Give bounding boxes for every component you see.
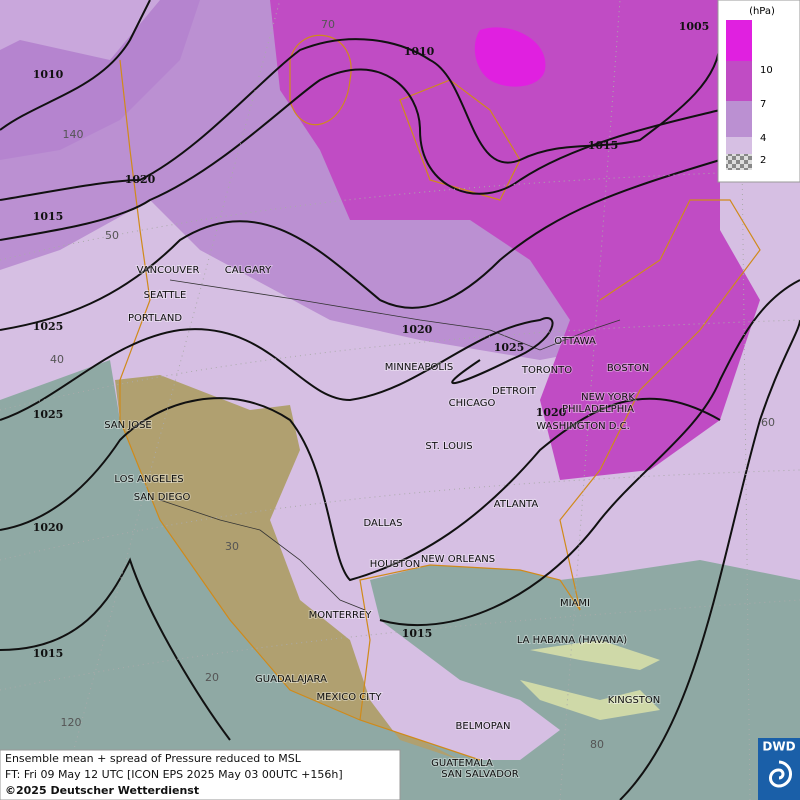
isobar-label: 1015 [402,627,433,640]
city-label: ST. LOUIS [425,441,472,452]
coastline-east [359,199,761,721]
border-us-canada [169,279,621,351]
legend-title: (hPa) [749,6,775,17]
graticule-label: 50 [105,229,119,242]
isobar-label: 1015 [33,647,64,660]
city-label: BELMOPAN [456,721,511,732]
graticule-label: 70 [321,18,335,31]
city-label: GUATEMALA [431,758,493,769]
city-label: SAN JOSE [104,420,152,431]
isobar-label: 1020 [402,323,433,336]
city-label: CHICAGO [449,398,496,409]
spread-high [270,0,760,480]
cuba [530,640,660,670]
footer-box [0,749,401,800]
isobar [0,159,721,331]
isobar-label: 1010 [404,45,435,58]
city-label: MINNEAPOLIS [385,362,453,373]
isobar-label: 1020 [536,406,567,419]
city-label: SEATTLE [144,290,187,301]
border-us-mexico [159,499,366,611]
legend-tick: 7 [760,99,766,110]
city-label: DETROIT [492,386,537,397]
city-label: NEW ORLEANS [421,554,495,565]
graticule-label: 120 [61,716,82,729]
isobar-label: 1005 [679,20,710,33]
legend-swatch [726,61,752,101]
city-label: MONTERREY [309,610,373,621]
caribbean-island [520,680,660,720]
city-label: SAN SALVADOR [441,769,518,780]
city-label: CALGARY [225,265,272,276]
isobar [0,279,800,741]
footer-text: ©2025 Deutscher Wetterdienst [5,784,199,797]
footer-text: Ensemble mean + spread of Pressure reduc… [5,752,302,765]
isobar-label: 1025 [33,320,64,333]
isobar-label: 1010 [33,68,64,81]
legend-tick: 4 [760,133,766,144]
isobar [0,397,721,582]
isobar-label: 1025 [494,341,525,354]
city-label: TORONTO [521,365,572,376]
isobar [0,38,721,201]
legend-swatch [726,101,752,137]
coastline-west [119,59,481,761]
graticule-label: 30 [225,540,239,553]
city-label: MEXICO CITY [317,692,383,703]
isobar-label: 1015 [33,210,64,223]
city-labels: VANCOUVER CALGARY SEATTLE PORTLAND SAN JOSE L… [103,264,661,781]
isobar [0,317,554,421]
city-label: PORTLAND [128,313,182,324]
logo-swirl [769,760,792,788]
spread-low-nw [0,0,160,60]
city-label: LOS ANGELES [114,474,183,485]
graticule-label: 140 [63,128,84,141]
city-label: KINGSTON [608,695,661,706]
graticule-label: 40 [50,353,64,366]
spread-max [474,27,546,87]
city-label: MIAMI [560,598,590,609]
ocean [0,360,800,800]
legend-swatch [726,137,752,154]
legend-swatch [726,154,752,170]
logo-text: DWD [762,740,795,754]
isobar-label: 1020 [33,521,64,534]
city-label: WASHINGTON D.C. [536,421,630,432]
city-label: BOSTON [607,363,649,374]
city-label: LA HABANA (HAVANA) [517,635,627,646]
city-label: OTTAWA [554,336,596,347]
city-label: DALLAS [364,518,403,529]
isobar [0,68,721,241]
city-label: NEW YORK [581,392,635,403]
legend-tick: 10 [760,65,773,76]
graticule-label: 60 [761,416,775,429]
city-label: VANCOUVER [137,265,200,276]
isobar-label: 1015 [588,139,619,152]
legend-swatch [726,20,752,61]
isobar [619,319,800,800]
city-label: PHILADELPHIA [562,404,634,415]
city-label: ATLANTA [494,499,539,510]
isobar-label: 1025 [33,408,64,421]
terrain [115,375,460,760]
city-label: HOUSTON [370,559,421,570]
graticule-label: 80 [590,738,604,751]
city-label: SAN DIEGO [134,492,191,503]
isobar [0,0,151,131]
city-label: GUADALAJARA [255,674,327,685]
graticule-label: 20 [205,671,219,684]
legend-tick: 2 [760,155,766,166]
isobar-label: 1020 [125,173,156,186]
footer-text: FT: Fri 09 May 12 UTC [ICON EPS 2025 May… [5,768,343,781]
